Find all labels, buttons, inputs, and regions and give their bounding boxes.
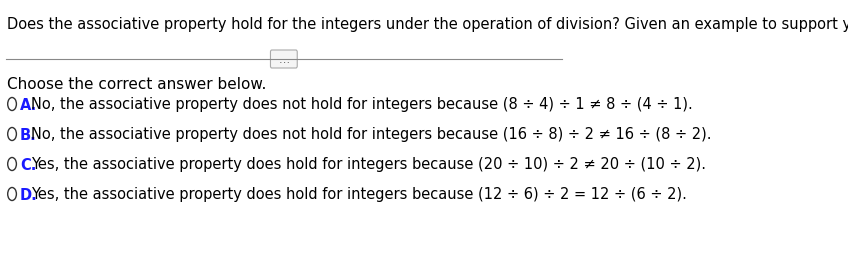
Text: Yes, the associative property does hold for integers because (20 ÷ 10) ÷ 2 ≠ 20 : Yes, the associative property does hold …: [31, 157, 706, 172]
Text: No, the associative property does not hold for integers because (8 ÷ 4) ÷ 1 ≠ 8 : No, the associative property does not ho…: [31, 97, 693, 112]
Text: No, the associative property does not hold for integers because (16 ÷ 8) ÷ 2 ≠ 1: No, the associative property does not ho…: [31, 127, 711, 142]
Text: C.: C.: [20, 157, 36, 172]
Text: Yes, the associative property does hold for integers because (12 ÷ 6) ÷ 2 = 12 ÷: Yes, the associative property does hold …: [31, 187, 687, 202]
Text: Choose the correct answer below.: Choose the correct answer below.: [7, 77, 266, 92]
Text: …: …: [278, 55, 289, 65]
Text: Does the associative property hold for the integers under the operation of divis: Does the associative property hold for t…: [7, 17, 848, 32]
FancyBboxPatch shape: [271, 51, 298, 69]
Text: D.: D.: [20, 187, 38, 202]
Text: B.: B.: [20, 127, 36, 142]
Text: A.: A.: [20, 97, 37, 112]
